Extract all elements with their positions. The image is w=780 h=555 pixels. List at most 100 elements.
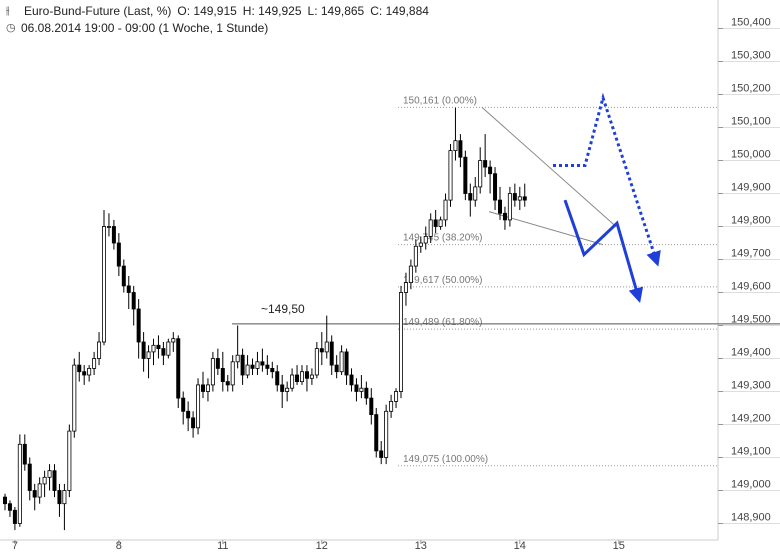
- candle-body: [458, 140, 463, 158]
- y-tick-label: 148,900: [731, 512, 771, 524]
- chart-header: ⫲ Euro-Bund-Future (Last, %) O: 149,915 …: [6, 3, 435, 37]
- candle-body: [245, 364, 250, 376]
- candle-body: [176, 338, 181, 399]
- candle-body: [473, 186, 478, 201]
- y-tick-label: 150,200: [731, 83, 771, 95]
- candle-body: [196, 384, 201, 429]
- candle-body: [57, 490, 62, 505]
- candle-body: [379, 450, 384, 458]
- candle-body: [369, 397, 374, 416]
- candle-body: [156, 344, 161, 349]
- fib-level-label: 149,489 (61.80%): [403, 317, 483, 328]
- candle-body: [329, 341, 334, 366]
- candle-body: [146, 351, 151, 359]
- candle-body: [339, 351, 344, 373]
- candle-body: [265, 364, 270, 369]
- range-row: ◷ 06.08.2014 19:00 - 09:00 (1 Woche, 1 S…: [6, 20, 435, 37]
- candle-body: [235, 354, 240, 363]
- candle-body: [210, 358, 215, 386]
- open-value: O: 149,915: [177, 4, 237, 18]
- support-label: ~149,50: [261, 302, 305, 316]
- candle-body: [87, 367, 92, 376]
- candle-body: [428, 219, 433, 237]
- wedge-upper-line: [481, 106, 617, 227]
- y-tick-label: 149,100: [731, 446, 771, 458]
- candle-body: [478, 160, 483, 188]
- candle-body: [102, 226, 107, 343]
- candle-body: [12, 509, 17, 524]
- candle-body: [433, 219, 438, 227]
- y-tick-label: 149,000: [731, 479, 771, 491]
- candle-body: [7, 503, 12, 511]
- candle-body: [423, 235, 428, 244]
- candle-body: [309, 374, 314, 379]
- fib-level-label: 149,617 (50.00%): [403, 275, 483, 286]
- candle-body: [200, 384, 205, 392]
- candle-body: [359, 387, 364, 392]
- candle-body: [97, 341, 102, 359]
- candle-body: [136, 308, 141, 343]
- y-tick-label: 149,700: [731, 248, 771, 260]
- candle-body: [240, 354, 245, 376]
- x-tick-label: 8: [116, 540, 122, 552]
- candle-body: [82, 371, 87, 376]
- candle-body: [488, 166, 493, 175]
- fib-level-label: 149,075 (100.00%): [403, 454, 488, 465]
- x-tick-label: 15: [613, 540, 625, 552]
- candle-body: [255, 361, 260, 369]
- candle-body: [17, 443, 22, 524]
- candle-body: [131, 292, 136, 310]
- candle-body: [171, 338, 176, 343]
- y-tick-label: 149,600: [731, 281, 771, 293]
- instrument-name: Euro-Bund-Future (Last, %): [24, 4, 172, 18]
- candle-body: [77, 364, 82, 373]
- candle-body: [443, 199, 448, 221]
- candle-body: [413, 245, 418, 267]
- instrument-row: ⫲ Euro-Bund-Future (Last, %) O: 149,915 …: [6, 3, 435, 20]
- x-tick-label: 7: [12, 540, 18, 552]
- candle-body: [403, 282, 408, 293]
- y-tick-label: 149,800: [731, 215, 771, 227]
- y-tick-label: 150,400: [731, 17, 771, 29]
- candle-body: [121, 265, 126, 287]
- candle-body: [463, 156, 468, 194]
- candle-body: [398, 292, 403, 392]
- candle-body: [319, 348, 324, 353]
- high-value: H: 149,925: [242, 4, 302, 18]
- candle-body: [27, 463, 32, 491]
- candle-body: [438, 219, 443, 227]
- y-tick-label: 149,400: [731, 347, 771, 359]
- candle-body: [349, 374, 354, 386]
- candle-body: [497, 199, 502, 214]
- candle-body: [220, 367, 225, 382]
- candle-body: [191, 417, 196, 429]
- candle-body: [151, 344, 156, 353]
- candle-body: [205, 384, 210, 392]
- candle-body: [52, 470, 57, 491]
- candle-body: [161, 348, 166, 356]
- time-range: 06.08.2014 19:00 - 09:00 (1 Woche, 1 Stu…: [21, 21, 269, 35]
- x-tick-label: 13: [415, 540, 427, 552]
- candle-body: [304, 371, 309, 379]
- candle-body: [517, 196, 522, 201]
- candle-body: [67, 430, 72, 491]
- candle-body: [225, 381, 230, 386]
- candlestick-icon: ⫲: [6, 5, 10, 17]
- candle-body: [448, 150, 453, 201]
- candle-body: [111, 226, 116, 244]
- low-value: L: 149,865: [307, 4, 365, 18]
- candle-body: [230, 361, 235, 386]
- candle-body: [250, 364, 255, 369]
- fib-level-label: 149,745 (38.20%): [403, 233, 483, 244]
- close-value: C: 149,884: [370, 4, 429, 18]
- candle-body: [275, 371, 280, 386]
- candle-body: [314, 348, 319, 376]
- candle-body: [389, 400, 394, 412]
- forecast-dotted-path: [553, 92, 661, 267]
- candle-body: [468, 193, 473, 201]
- y-tick-label: 149,900: [731, 182, 771, 194]
- candle-body: [344, 351, 349, 376]
- candle-body: [32, 490, 37, 498]
- candle-body: [181, 397, 186, 412]
- candle-body: [522, 196, 527, 201]
